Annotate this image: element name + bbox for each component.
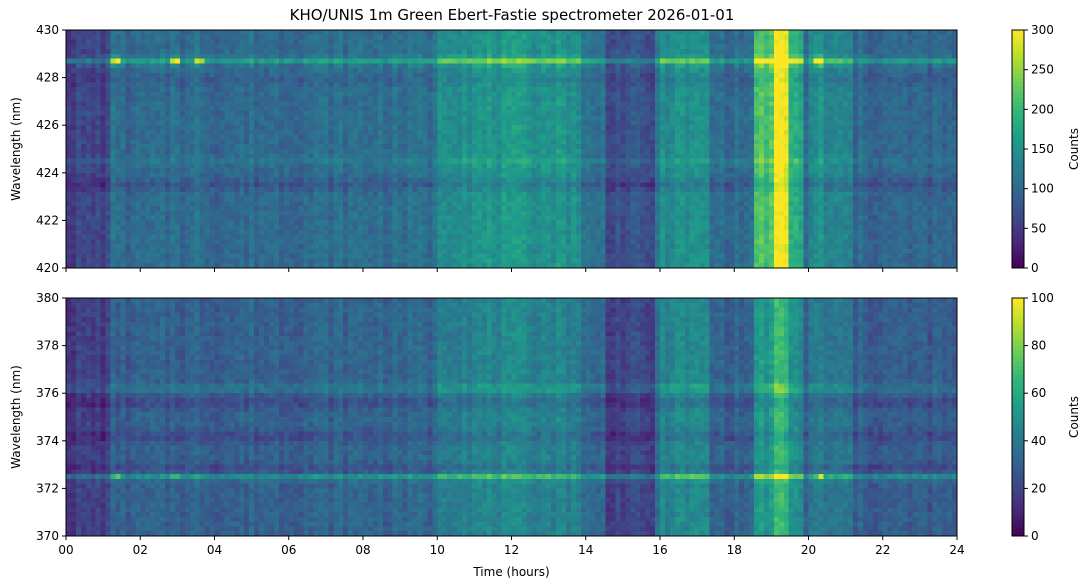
colorbar: 0 20 40 60 80 100 Counts — [1011, 291, 1081, 543]
y-tick-label: 424 — [36, 166, 59, 180]
x-tick-label: 06 — [281, 543, 296, 557]
x-tick-label: 20 — [801, 543, 816, 557]
colorbar-tick-label: 150 — [1031, 142, 1054, 156]
panel-bottom: 00 02 04 06 08 10 12 14 16 18 20 22 24 370 372 374 376 37… — [9, 291, 1081, 579]
y-tick-label: 374 — [36, 434, 59, 448]
colorbar-tick-label: 100 — [1031, 291, 1054, 305]
y-tick-label: 420 — [36, 261, 59, 275]
y-axis-label: Wavelength (nm) — [9, 365, 23, 469]
x-tick-label: 00 — [58, 543, 73, 557]
colorbar-tick-label: 250 — [1031, 63, 1054, 77]
colorbar-frame — [1011, 297, 1025, 537]
x-tick-label: 24 — [949, 543, 964, 557]
y-tick-label: 426 — [36, 118, 59, 132]
colorbar-tick-label: 0 — [1031, 529, 1039, 543]
x-tick-label: 16 — [652, 543, 667, 557]
y-tick-label: 370 — [36, 529, 59, 543]
x-tick-label: 22 — [875, 543, 890, 557]
panel-top: 420 422 424 426 428 430 Wavelength (nm) 0 50 100 1… — [9, 23, 1081, 275]
x-tick-label: 12 — [504, 543, 519, 557]
colorbar-label: Counts — [1067, 396, 1081, 438]
y-tick-label: 378 — [36, 339, 59, 353]
colorbar: 0 50 100 150 200 250 300 Counts — [1011, 23, 1081, 275]
y-tick-label: 380 — [36, 291, 59, 305]
colorbar-tick-label: 80 — [1031, 339, 1046, 353]
x-axis-label: Time (hours) — [472, 565, 549, 579]
figure-title: KHO/UNIS 1m Green Ebert-Fastie spectrome… — [290, 6, 735, 24]
x-tick-label: 10 — [430, 543, 445, 557]
colorbar-tick-label: 300 — [1031, 23, 1054, 37]
x-tick-label: 08 — [355, 543, 370, 557]
colorbar-tick-label: 20 — [1031, 481, 1046, 495]
heatmap-cells — [66, 298, 958, 537]
colorbar-tick-label: 50 — [1031, 221, 1046, 235]
x-tick-label: 18 — [727, 543, 742, 557]
colorbar-label: Counts — [1067, 128, 1081, 170]
colorbar-tick-label: 100 — [1031, 182, 1054, 196]
y-tick-label: 430 — [36, 23, 59, 37]
y-tick-label: 372 — [36, 481, 59, 495]
colorbar-tick-label: 0 — [1031, 261, 1039, 275]
colorbar-tick-label: 60 — [1031, 386, 1046, 400]
colorbar-tick-label: 200 — [1031, 102, 1054, 116]
y-axis-label: Wavelength (nm) — [9, 97, 23, 201]
heatmap-cells — [66, 30, 958, 269]
y-tick-label: 428 — [36, 71, 59, 85]
colorbar-tick-label: 40 — [1031, 434, 1046, 448]
x-tick-label: 04 — [207, 543, 222, 557]
x-tick-label: 02 — [133, 543, 148, 557]
y-tick-label: 376 — [36, 386, 59, 400]
x-tick-label: 14 — [578, 543, 593, 557]
y-tick-label: 422 — [36, 213, 59, 227]
